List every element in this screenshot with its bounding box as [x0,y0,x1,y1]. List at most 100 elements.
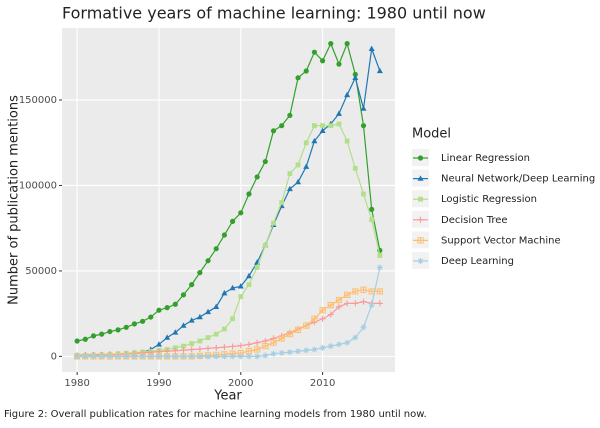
point [270,128,277,134]
point [189,341,195,346]
point [237,283,244,289]
point [238,294,244,299]
legend-marker [417,155,424,161]
point [295,75,301,81]
point [164,348,171,355]
point [254,346,261,353]
point [262,337,269,344]
point [286,185,293,192]
point [327,343,334,350]
legend-title: Model [412,127,451,142]
point [352,334,359,341]
legend-label: Linear Regression [441,153,530,164]
point [262,352,269,359]
point [205,335,211,340]
x-tick-label: 2000 [228,378,253,389]
legend-marker [417,258,424,264]
point [312,123,317,129]
point [197,338,203,344]
point [262,343,269,350]
point [245,341,252,348]
point [319,127,326,133]
point [344,91,351,98]
point [287,112,293,119]
point [270,350,277,357]
point [213,344,220,351]
point [180,353,187,360]
point [221,344,228,351]
point [376,300,383,307]
point [328,41,334,47]
point [278,335,285,342]
point [262,158,268,165]
y-tick-label: 0 [51,351,57,362]
point [164,305,170,311]
point [106,353,113,360]
point [311,137,318,144]
point [155,341,162,347]
point [139,353,146,360]
point [254,353,261,360]
x-tick-label: 1980 [64,378,89,389]
point [205,353,212,360]
point [188,317,195,323]
point [336,121,342,127]
point [188,346,195,353]
point [369,217,375,223]
point [115,327,121,333]
point [246,282,252,287]
point [229,218,236,224]
legend-marker [417,175,424,181]
point [336,61,342,67]
point [344,300,351,307]
point [82,353,89,360]
point [229,284,236,291]
point [196,313,203,320]
point [237,353,244,360]
y-tick-label: 50000 [25,266,57,277]
y-axis-label: Number of publication mentions [7,95,22,305]
point [352,300,359,307]
point [303,68,309,74]
point [335,341,342,348]
point [196,346,203,353]
y-tick-label: 100000 [19,180,57,191]
point [123,353,130,360]
point [361,191,366,197]
point [164,334,171,340]
point [344,291,351,298]
point [229,353,236,360]
caption: Figure 2: Overall publication rates for … [4,409,427,420]
point [335,110,342,116]
point [188,353,195,360]
point [196,353,203,360]
point [311,315,318,322]
point [327,311,334,318]
point [254,174,260,180]
point [230,316,235,322]
legend-label: Decision Tree [441,215,508,226]
point [335,296,343,304]
legend-marker [417,216,424,223]
point [99,331,105,337]
point [245,353,252,360]
point [254,265,260,270]
point [376,264,383,271]
y-tick-label: 150000 [19,95,57,106]
point [115,353,122,360]
point [74,353,81,360]
point [327,301,334,309]
point [335,303,342,310]
point [369,206,375,212]
point [319,307,326,314]
point [360,298,367,305]
point [311,49,318,55]
legend-marker [418,196,423,202]
point [295,348,302,355]
point [360,286,367,293]
point [245,272,252,279]
point [222,326,227,332]
point [155,353,162,360]
point [303,163,310,169]
